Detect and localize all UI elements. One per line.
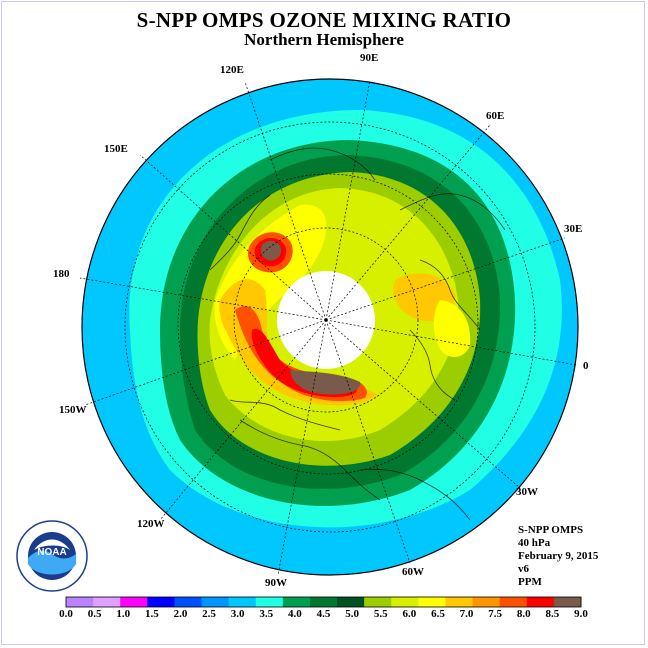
colorbar-swatch (147, 597, 175, 607)
lon-label-30w: 30W (516, 486, 538, 498)
colorbar-tick-label: 8.0 (516, 608, 531, 620)
colorbar-swatch (526, 597, 555, 607)
colorbar-swatch (445, 597, 474, 607)
colorbar-swatch (499, 597, 528, 607)
lon-label-150w: 150W (59, 404, 87, 416)
colorbar-tick-label: 6.0 (402, 608, 417, 620)
colorbar-tick-label: 3.0 (230, 608, 245, 620)
map-title: S-NPP OMPS OZONE MIXING RATIO (136, 8, 512, 32)
colorbar-border (65, 596, 582, 608)
colorbar-swatch (201, 597, 230, 607)
colorbar-swatch (309, 597, 338, 607)
lon-label-60e: 60E (486, 110, 505, 122)
lon-label-0: 0 (583, 360, 589, 372)
colorbar-tick-label: 5.0 (345, 608, 359, 620)
colorbar-swatch (120, 597, 148, 607)
lon-label-90w: 90W (265, 577, 287, 589)
colorbar-tick-label: 0.0 (59, 608, 73, 620)
colorbar-swatch (255, 597, 284, 607)
lon-label-150e: 150E (104, 143, 128, 155)
colorbar-tick-label: 4.0 (288, 608, 302, 620)
colorbar-tick-label: 4.5 (316, 608, 331, 620)
lon-label-60w: 60W (402, 566, 424, 578)
colorbar-tick-label: 5.5 (373, 608, 388, 620)
info-pressure: 40 hPa (518, 537, 551, 549)
colorbar-swatch (418, 597, 446, 607)
noaa-logo-icon: NOAA (16, 520, 88, 592)
graticule (79, 79, 577, 576)
colorbar-swatch (391, 597, 419, 607)
logo-text: NOAA (37, 547, 66, 558)
colorbar-swatch (337, 597, 365, 607)
map-subtitle: Northern Hemisphere (244, 30, 404, 49)
colorbar-swatch (472, 597, 501, 607)
colorbar-tick-label: 7.5 (488, 608, 503, 620)
colorbar-tick-label: 1.5 (144, 608, 159, 620)
lon-label-180: 180 (53, 268, 70, 280)
lon-label-30e: 30E (564, 223, 583, 235)
colorbar-tick-label: 6.5 (431, 608, 445, 620)
colorbar-swatch (93, 597, 121, 607)
colorbar-tick-label: 2.0 (173, 608, 188, 620)
lon-label-120e: 120E (220, 64, 244, 76)
info-version: v6 (518, 563, 529, 575)
colorbar-tick-label: 0.5 (87, 608, 102, 620)
info-units: PPM (518, 576, 542, 588)
colorbar-swatch (228, 597, 257, 607)
colorbar-swatch (282, 597, 311, 607)
colorbar-tick-label: 2.5 (202, 608, 216, 620)
metadata-block: S-NPP OMPS 40 hPa February 9, 2015 v6 PP… (518, 524, 598, 589)
map-boundary (81, 78, 579, 576)
colorbar-swatch (364, 597, 392, 607)
info-date: February 9, 2015 (518, 550, 599, 562)
colorbar-tick-label: 7.0 (459, 608, 474, 620)
colorbar-tick-label: 9.0 (574, 608, 588, 620)
colorbar-tick-label: 1.0 (116, 608, 131, 620)
colorbar-tick-label: 3.5 (259, 608, 274, 620)
colorbar-swatch (174, 597, 203, 607)
colorbar-swatch (553, 597, 582, 607)
info-instrument: S-NPP OMPS (518, 524, 584, 536)
colorbar-tick-label: 8.5 (545, 608, 560, 620)
lon-label-90e: 90E (360, 52, 379, 64)
lon-label-120w: 120W (137, 518, 165, 530)
colorbar-swatch (66, 597, 94, 607)
